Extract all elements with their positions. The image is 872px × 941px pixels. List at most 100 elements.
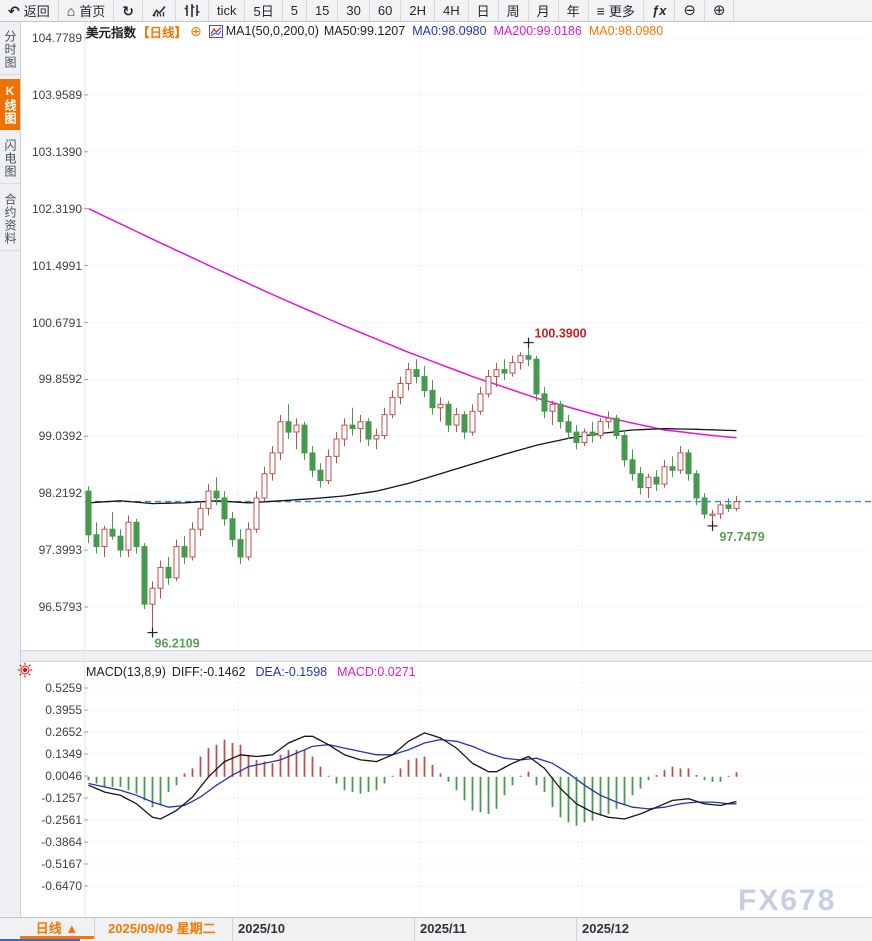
refresh-icon: ↻ xyxy=(122,2,134,19)
price-axis-label: 97.3993 xyxy=(38,543,82,558)
toolbar-button-period-5[interactable]: 5 xyxy=(283,0,307,21)
toolbar-button-home[interactable]: ⌂ 首页 xyxy=(59,0,115,21)
more-icon: ≡ xyxy=(596,2,605,19)
macd-axis-label: -0.2561 xyxy=(41,813,82,827)
price-axis-label: 103.1390 xyxy=(31,144,82,159)
price-axis-label: 99.0392 xyxy=(38,429,82,444)
ma0-orange-value: MA0:98.0980 xyxy=(588,24,664,38)
trend-chart-icon xyxy=(151,3,167,18)
toolbar-label: 4H xyxy=(442,3,460,18)
toolbar: ↶ 返回 ⌂ 首页 ↻ tick 5日 5 15 30 60 2H 4H 日周月年 ≡ 更多 ƒx ⊖ ⊕ xyxy=(0,0,872,22)
ma50-value: MA50:99.1207 xyxy=(323,24,406,38)
macd-pane[interactable] xyxy=(20,662,872,917)
sidebar: 分时图 K线图闪电图合约资料 xyxy=(0,21,21,917)
x-axis-month-label: 2025/12 xyxy=(582,921,629,936)
zoom-out-icon: ⊖ xyxy=(683,2,696,19)
toolbar-label: 月 xyxy=(536,4,550,19)
toolbar-button-period-60[interactable]: 60 xyxy=(370,0,402,21)
toolbar-button-zoom-out[interactable]: ⊖ xyxy=(675,0,705,21)
month-separator xyxy=(576,918,577,941)
home-icon: ⌂ xyxy=(66,2,76,19)
macd-value: MACD:0.0271 xyxy=(337,664,416,679)
toolbar-button-period-2h[interactable]: 2H xyxy=(401,0,435,21)
period-badge: 【日线】 xyxy=(137,25,188,40)
toolbar-label: 日 xyxy=(476,4,490,19)
diff-value: DIFF:-0.1462 xyxy=(171,664,246,679)
price-axis-label: 104.7789 xyxy=(31,31,82,45)
dea-value: DEA:-0.1598 xyxy=(255,664,328,679)
toolbar-button-back[interactable]: ↶ 返回 xyxy=(0,0,59,21)
sidebar-tab-kline-chart[interactable]: K线图 xyxy=(0,79,20,130)
svg-text:97.7479: 97.7479 xyxy=(720,530,765,544)
toolbar-button-zoom-in[interactable]: ⊕ xyxy=(705,0,735,21)
price-axis-label: 100.6791 xyxy=(31,315,82,330)
toolbar-button-period-month[interactable]: 月 xyxy=(529,0,559,21)
x-axis-month-label: 2025/10 xyxy=(238,921,285,936)
sidebar-tab-time-chart[interactable]: 分时图 xyxy=(0,25,20,75)
toolbar-button-more[interactable]: ≡ 更多 xyxy=(589,0,644,21)
indicator-settings-icon[interactable] xyxy=(17,662,33,678)
main-chart-pane[interactable] xyxy=(20,21,872,650)
toolbar-label: 首页 xyxy=(79,4,106,19)
sidebar-tab-lightning-chart[interactable]: 闪电图 xyxy=(0,134,20,184)
macd-axis-label: 0.3955 xyxy=(45,703,82,717)
toolbar-button-candle-chart-type[interactable] xyxy=(176,0,209,21)
macd-header: MACD(13,8,9) DIFF:-0.1462 DEA:-0.1598 MA… xyxy=(86,664,416,679)
toolbar-label: 返回 xyxy=(23,4,50,19)
pane-separator xyxy=(20,650,872,662)
svg-text:96.2109: 96.2109 xyxy=(155,637,200,651)
macd-axis-label: 0.0046 xyxy=(45,769,82,783)
toolbar-label: 周 xyxy=(506,4,520,19)
ma200-value: MA200:99.0186 xyxy=(493,24,582,38)
toolbar-label: 2H xyxy=(409,3,426,18)
toolbar-button-period-year[interactable]: 年 xyxy=(559,0,589,21)
price-axis-label: 98.2192 xyxy=(38,486,82,501)
toolbar-label: 60 xyxy=(377,3,393,18)
toolbar-button-period-5d[interactable]: 5日 xyxy=(245,0,283,21)
watermark: FX678 xyxy=(738,884,837,917)
toolbar-label: 30 xyxy=(346,3,361,18)
macd-axis-label: 0.5259 xyxy=(45,681,82,695)
symbol-name: 美元指数 xyxy=(86,25,137,40)
macd-axis-label: 0.1349 xyxy=(45,747,82,761)
month-separator xyxy=(232,918,233,941)
macd-axis-label: 0.2652 xyxy=(45,725,82,739)
toolbar-label: 5 xyxy=(290,3,298,18)
price-axis-label: 103.9589 xyxy=(31,87,82,102)
main-chart-header: 美元指数 【日线】 ⊕ MA1(50,0,200,0) MA50:99.1207… xyxy=(86,23,664,40)
macd-axis-label: -0.3864 xyxy=(41,835,82,849)
sidebar-tab-contract-info[interactable]: 合约资料 xyxy=(0,188,20,251)
toolbar-button-period-tick[interactable]: tick xyxy=(209,0,246,21)
toolbar-button-formula[interactable]: ƒx xyxy=(644,0,676,21)
toolbar-button-period-week[interactable]: 周 xyxy=(499,0,529,21)
period-underline xyxy=(20,936,94,939)
toolbar-button-refresh[interactable]: ↻ xyxy=(114,0,143,21)
toolbar-label: 15 xyxy=(314,3,330,18)
period-switcher[interactable]: 日线 ▲ xyxy=(20,918,95,939)
macd-axis-label: -0.5167 xyxy=(41,857,82,871)
zoom-in-icon: ⊕ xyxy=(712,2,726,19)
current-date-label: 2025/09/09 星期二 xyxy=(108,921,216,936)
price-axis-label: 99.8592 xyxy=(38,372,82,387)
bottom-left-strip xyxy=(0,939,80,941)
price-axis-label: 101.4991 xyxy=(31,258,82,273)
toolbar-button-trend-chart-type[interactable] xyxy=(143,0,176,21)
toolbar-label: tick xyxy=(216,3,237,18)
back-icon: ↶ xyxy=(8,2,20,19)
macd-axis-label: -0.6470 xyxy=(41,879,82,893)
ma0-blue-value: MA0:98.0980 xyxy=(412,24,487,38)
toolbar-button-period-15[interactable]: 15 xyxy=(307,0,339,21)
toolbar-label: 5日 xyxy=(253,4,274,19)
price-axis-label: 96.5793 xyxy=(38,600,82,614)
svg-text:100.3900: 100.3900 xyxy=(535,327,587,341)
add-indicator-icon[interactable]: ⊕ xyxy=(190,23,202,39)
toolbar-button-period-30[interactable]: 30 xyxy=(338,0,370,21)
toolbar-label: 更多 xyxy=(608,4,635,19)
chart-type-badge-icon xyxy=(208,24,223,38)
toolbar-label: ƒx xyxy=(651,3,667,18)
month-separator xyxy=(414,918,415,941)
toolbar-button-period-4h[interactable]: 4H xyxy=(435,0,469,21)
toolbar-label: 年 xyxy=(566,4,580,19)
toolbar-button-period-day[interactable]: 日 xyxy=(469,0,499,21)
